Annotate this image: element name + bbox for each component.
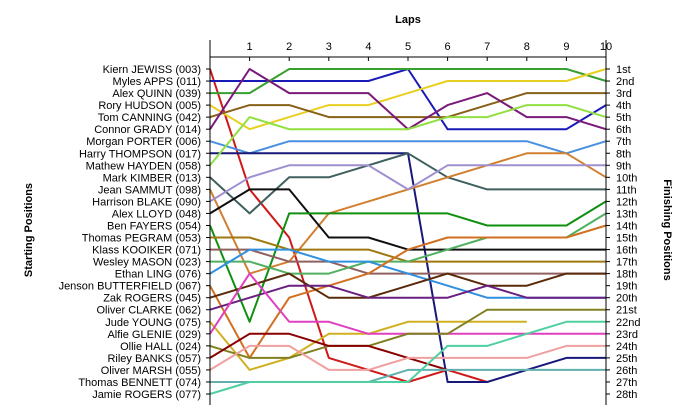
finishing-position-label: 25th xyxy=(616,353,637,365)
x-tick-label: 4 xyxy=(365,41,371,53)
starting-driver-label: Ollie HALL (024) xyxy=(120,341,201,353)
finishing-position-label: 4th xyxy=(616,100,631,112)
finishing-position-label: 20th xyxy=(616,293,637,305)
starting-driver-label: Connor GRADY (014) xyxy=(94,124,201,136)
finishing-position-label: 23rd xyxy=(616,329,638,341)
finishing-position-label: 10th xyxy=(616,172,637,184)
x-tick-label: 3 xyxy=(326,41,332,53)
starting-driver-label: Jude YOUNG (075) xyxy=(105,317,201,329)
x-tick-label: 10 xyxy=(600,41,612,53)
series-line-19 xyxy=(209,224,607,359)
x-tick-label: 5 xyxy=(405,41,411,53)
finishing-position-label: 27th xyxy=(616,377,637,389)
series-line-20 xyxy=(209,272,606,299)
finishing-position-label: 22nd xyxy=(616,317,640,329)
starting-driver-label: Mark KIMBER (013) xyxy=(103,172,201,184)
starting-driver-label: Ben FAYERS (054) xyxy=(107,220,201,232)
tick-labels: 1 2 3 4 5 6 7 8 9 10 1st2nd3rd4th5th6th7th8th9th10… xyxy=(59,41,641,401)
series-line-24 xyxy=(209,308,606,359)
finishing-position-label: 18th xyxy=(616,269,637,281)
series-line-21 xyxy=(209,284,606,311)
y-axis-title-left: Starting Positions xyxy=(23,183,35,277)
finishing-position-label: 12th xyxy=(616,196,637,208)
starting-driver-label: Jean SAMMUT (098) xyxy=(98,184,201,196)
finishing-position-label: 16th xyxy=(616,245,637,257)
series-lines xyxy=(209,68,607,395)
finishing-position-label: 2nd xyxy=(616,76,634,88)
finishing-position-label: 5th xyxy=(616,112,631,124)
finishing-position-label: 3rd xyxy=(616,88,632,100)
series-line-2 xyxy=(210,68,607,131)
starting-driver-label: Tom CANNING (042) xyxy=(98,112,201,124)
series-line-12 xyxy=(209,164,606,203)
series-line-13 xyxy=(209,188,606,251)
finishing-position-label: 17th xyxy=(616,257,637,269)
finishing-position-label: 15th xyxy=(616,233,637,245)
finishing-position-label: 9th xyxy=(616,160,631,172)
series-line-27 xyxy=(210,368,606,383)
finishing-position-label: 19th xyxy=(616,281,637,293)
finishing-position-label: 21st xyxy=(616,305,637,317)
x-tick-label: 6 xyxy=(445,41,451,53)
x-tick-label: 2 xyxy=(286,41,292,53)
series-line-28 xyxy=(209,320,606,395)
starting-driver-label: Alex QUINN (039) xyxy=(112,88,201,100)
starting-driver-label: Ethan LING (076) xyxy=(115,269,201,281)
starting-driver-label: Riley BANKS (057) xyxy=(107,353,201,365)
starting-driver-label: Klass KOOIKER (071) xyxy=(92,245,201,257)
starting-driver-label: Jamie ROGERS (077) xyxy=(92,389,201,401)
starting-driver-label: Alex LLOYD (048) xyxy=(112,208,201,220)
starting-driver-label: Rory HUDSON (005) xyxy=(98,100,201,112)
starting-driver-label: Alfie GLENIE (029) xyxy=(107,329,201,341)
x-axis-title: Laps xyxy=(395,14,421,26)
axes xyxy=(206,40,610,405)
starting-driver-label: Thomas PEGRAM (053) xyxy=(82,233,201,245)
finishing-position-label: 1st xyxy=(616,64,631,76)
starting-driver-label: Myles APPS (011) xyxy=(113,76,201,88)
series-line-9 xyxy=(209,104,607,166)
series-line-5 xyxy=(209,92,606,119)
x-tick-label: 8 xyxy=(524,41,530,53)
series-line-23 xyxy=(209,272,606,335)
finishing-position-label: 26th xyxy=(616,365,637,377)
starting-driver-label: Morgan PORTER (006) xyxy=(86,136,201,148)
starting-driver-label: Zak ROGERS (045) xyxy=(103,293,201,305)
starting-driver-label: Harrison BLAKE (090) xyxy=(92,196,201,208)
finishing-position-label: 7th xyxy=(616,136,631,148)
starting-driver-label: Kiern JEWISS (003) xyxy=(103,64,201,76)
starting-driver-label: Thomas BENNETT (074) xyxy=(78,377,201,389)
x-tick-label: 1 xyxy=(247,41,253,53)
finishing-position-label: 24th xyxy=(616,341,637,353)
finishing-position-label: 28th xyxy=(616,389,637,401)
finishing-position-label: 13th xyxy=(616,208,637,220)
x-tick-label: 9 xyxy=(563,41,569,53)
starting-driver-label: Jenson BUTTERFIELD (067) xyxy=(59,281,201,293)
series-line-3 xyxy=(210,68,607,95)
starting-driver-label: Harry THOMPSON (017) xyxy=(79,148,201,160)
series-line-1 xyxy=(209,68,488,383)
starting-driver-label: Mathew HAYDEN (058) xyxy=(86,160,201,172)
finishing-position-label: 8th xyxy=(616,148,631,160)
finishing-position-label: 6th xyxy=(616,124,631,136)
finishing-position-label: 11th xyxy=(616,184,637,196)
series-line-6 xyxy=(209,68,607,131)
starting-driver-label: Wesley MASON (023) xyxy=(93,257,201,269)
starting-driver-label: Oliver CLARKE (062) xyxy=(96,305,201,317)
series-line-7 xyxy=(209,140,607,155)
series-line-26 xyxy=(209,344,606,371)
x-tick-label: 7 xyxy=(484,41,490,53)
series-line-10 xyxy=(209,152,606,215)
y-axis-title-right: Finishing Positions xyxy=(661,179,673,280)
finishing-position-label: 14th xyxy=(616,220,637,232)
series-line-4 xyxy=(209,68,607,131)
starting-driver-label: Oliver MARSH (055) xyxy=(101,365,201,377)
